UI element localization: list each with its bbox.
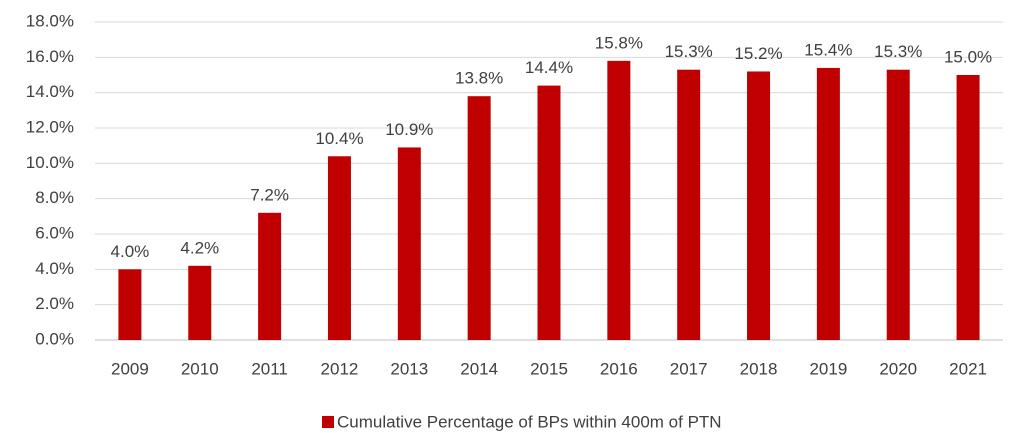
- x-tick-label: 2021: [949, 359, 987, 378]
- data-label: 4.0%: [111, 242, 150, 261]
- x-tick-label: 2014: [460, 359, 498, 378]
- data-label: 15.8%: [595, 33, 643, 52]
- data-label: 10.4%: [315, 129, 363, 148]
- data-label: 7.2%: [250, 185, 289, 204]
- x-tick-label: 2016: [600, 359, 638, 378]
- x-tick-label: 2015: [530, 359, 568, 378]
- y-tick-label: 14.0%: [26, 82, 74, 101]
- data-label: 15.3%: [665, 42, 713, 61]
- bar: [258, 212, 282, 340]
- bar: [956, 75, 980, 340]
- x-tick-label: 2011: [251, 359, 288, 378]
- bar: [537, 85, 561, 340]
- data-label: 15.3%: [874, 42, 922, 61]
- x-tick-label: 2009: [111, 359, 149, 378]
- y-tick-label: 2.0%: [35, 294, 74, 313]
- y-tick-label: 10.0%: [26, 153, 74, 172]
- data-label: 10.9%: [385, 120, 433, 139]
- bar: [397, 147, 421, 340]
- bar: [816, 67, 840, 340]
- y-tick-label: 12.0%: [26, 117, 74, 136]
- data-label: 15.2%: [734, 44, 782, 63]
- legend-swatch: [322, 416, 334, 428]
- y-tick-label: 16.0%: [26, 47, 74, 66]
- y-tick-label: 18.0%: [26, 11, 74, 30]
- bar: [747, 71, 771, 340]
- y-tick-label: 0.0%: [35, 329, 74, 348]
- bar: [188, 265, 212, 340]
- bar: [677, 69, 701, 340]
- data-label: 15.0%: [944, 47, 992, 66]
- data-label: 15.4%: [804, 40, 852, 59]
- bar: [327, 156, 351, 340]
- legend-label: Cumulative Percentage of BPs within 400m…: [337, 412, 722, 431]
- x-tick-label: 2020: [879, 359, 917, 378]
- x-tick-label: 2019: [809, 359, 847, 378]
- data-label: 13.8%: [455, 69, 503, 88]
- y-tick-label: 8.0%: [35, 188, 74, 207]
- bar: [118, 269, 142, 340]
- bar: [607, 60, 631, 340]
- bar: [467, 96, 491, 340]
- x-tick-label: 2010: [181, 359, 219, 378]
- y-tick-label: 4.0%: [35, 259, 74, 278]
- x-tick-label: 2018: [740, 359, 778, 378]
- data-label: 4.2%: [180, 238, 219, 257]
- data-label: 14.4%: [525, 58, 573, 77]
- x-tick-label: 2013: [390, 359, 428, 378]
- bar: [886, 69, 910, 340]
- x-tick-label: 2017: [670, 359, 708, 378]
- x-tick-label: 2012: [321, 359, 359, 378]
- y-tick-label: 6.0%: [35, 223, 74, 242]
